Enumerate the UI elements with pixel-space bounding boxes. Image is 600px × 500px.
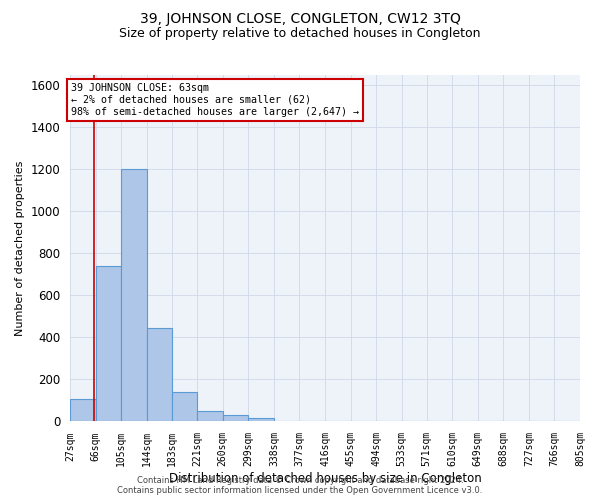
X-axis label: Distribution of detached houses by size in Congleton: Distribution of detached houses by size …: [169, 472, 481, 485]
Bar: [121, 170, 147, 422]
Bar: [95, 266, 121, 422]
Text: 39, JOHNSON CLOSE, CONGLETON, CW12 3TQ: 39, JOHNSON CLOSE, CONGLETON, CW12 3TQ: [140, 12, 460, 26]
Bar: [70, 400, 95, 421]
Bar: [223, 415, 248, 422]
Bar: [147, 328, 172, 422]
Text: Contains HM Land Registry data © Crown copyright and database right 2024.
Contai: Contains HM Land Registry data © Crown c…: [118, 476, 482, 495]
Bar: [248, 418, 274, 422]
Bar: [172, 392, 197, 422]
Bar: [197, 410, 223, 422]
Text: Size of property relative to detached houses in Congleton: Size of property relative to detached ho…: [119, 28, 481, 40]
Text: 39 JOHNSON CLOSE: 63sqm
← 2% of detached houses are smaller (62)
98% of semi-det: 39 JOHNSON CLOSE: 63sqm ← 2% of detached…: [71, 84, 359, 116]
Y-axis label: Number of detached properties: Number of detached properties: [15, 160, 25, 336]
